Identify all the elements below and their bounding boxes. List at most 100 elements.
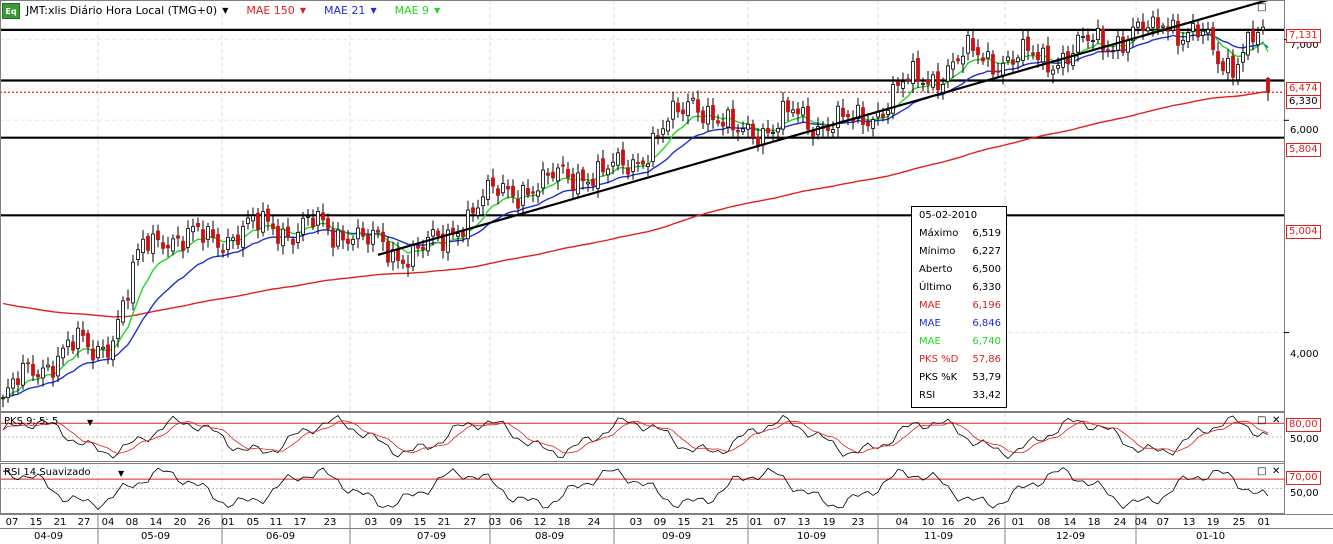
rsi-label[interactable]: RSI 14 Suavizado	[4, 467, 91, 478]
candle[interactable]	[606, 164, 610, 184]
candle[interactable]	[616, 147, 620, 171]
candle[interactable]	[56, 347, 60, 382]
mae9-legend[interactable]: MAE 9	[394, 3, 430, 17]
candle[interactable]	[1186, 28, 1190, 48]
candle[interactable]	[66, 331, 70, 356]
candle[interactable]	[296, 223, 300, 250]
candle[interactable]	[371, 221, 375, 252]
pks-close-icon[interactable]: ✕	[1272, 415, 1281, 426]
candle[interactable]	[1161, 22, 1165, 35]
candle[interactable]	[231, 234, 235, 249]
candle[interactable]	[161, 235, 165, 255]
candle[interactable]	[511, 179, 515, 203]
candle[interactable]	[536, 183, 540, 204]
candle[interactable]	[1111, 44, 1115, 59]
candle[interactable]	[1146, 20, 1150, 35]
candle[interactable]	[906, 73, 910, 85]
candle[interactable]	[151, 224, 155, 263]
candle[interactable]	[956, 54, 960, 65]
candle[interactable]	[1261, 19, 1265, 35]
candle[interactable]	[1066, 45, 1070, 73]
candle[interactable]	[261, 202, 265, 237]
candle[interactable]	[721, 113, 725, 136]
candle[interactable]	[971, 30, 975, 57]
mae21-dropdown-icon[interactable]: ▼	[370, 5, 377, 15]
candle[interactable]	[786, 96, 790, 122]
candle[interactable]	[581, 166, 585, 190]
candle[interactable]	[931, 71, 935, 91]
candle[interactable]	[286, 217, 290, 242]
candle[interactable]	[31, 355, 35, 382]
candle[interactable]	[1101, 25, 1105, 60]
candle[interactable]	[936, 62, 940, 99]
candle[interactable]	[776, 122, 780, 140]
candle[interactable]	[576, 163, 580, 198]
pks-maximize-icon[interactable]: □	[1257, 415, 1267, 426]
candle[interactable]	[636, 153, 640, 172]
candle[interactable]	[1076, 31, 1080, 62]
candle[interactable]	[976, 39, 980, 65]
candle[interactable]	[666, 117, 670, 136]
candle[interactable]	[456, 224, 460, 246]
candle[interactable]	[486, 174, 490, 206]
candle[interactable]	[806, 97, 810, 135]
candle[interactable]	[96, 340, 100, 362]
candle[interactable]	[1171, 13, 1175, 34]
candle[interactable]	[176, 226, 180, 247]
candle[interactable]	[131, 254, 135, 311]
candle[interactable]	[1091, 33, 1095, 51]
candle[interactable]	[921, 77, 925, 92]
candlestick-series[interactable]	[1, 8, 1270, 408]
candle[interactable]	[116, 310, 120, 348]
candle[interactable]	[441, 224, 445, 259]
candle[interactable]	[661, 119, 665, 143]
candle[interactable]	[756, 127, 760, 152]
candle[interactable]	[1036, 43, 1040, 69]
candle[interactable]	[281, 222, 285, 255]
candle[interactable]	[646, 155, 650, 177]
candle[interactable]	[761, 123, 765, 155]
candle[interactable]	[366, 229, 370, 253]
candle[interactable]	[766, 120, 770, 137]
mae150-legend[interactable]: MAE 150	[246, 3, 295, 17]
candle[interactable]	[436, 227, 440, 242]
candle[interactable]	[1256, 26, 1260, 53]
candle[interactable]	[876, 102, 880, 126]
candle[interactable]	[291, 236, 295, 254]
candle[interactable]	[6, 378, 10, 403]
candle[interactable]	[901, 72, 905, 98]
candle[interactable]	[891, 75, 895, 120]
candle[interactable]	[701, 106, 705, 130]
candle[interactable]	[1061, 45, 1065, 76]
candle[interactable]	[731, 100, 735, 137]
candle[interactable]	[1031, 45, 1035, 60]
candle[interactable]	[1196, 19, 1200, 41]
candle[interactable]	[1236, 57, 1240, 86]
candle[interactable]	[206, 222, 210, 248]
candle[interactable]	[491, 168, 495, 194]
candle[interactable]	[541, 161, 545, 195]
candle[interactable]	[621, 141, 625, 175]
candle[interactable]	[251, 207, 255, 229]
instrument-title[interactable]: JMT:xlis Diário Hora Local (TMG+0)	[26, 3, 218, 17]
candle[interactable]	[481, 189, 485, 216]
candle[interactable]	[1026, 30, 1030, 60]
candle[interactable]	[561, 156, 565, 174]
candle[interactable]	[91, 339, 95, 370]
candle[interactable]	[266, 204, 270, 231]
candle[interactable]	[671, 91, 675, 129]
candle[interactable]	[361, 221, 365, 241]
candle[interactable]	[681, 102, 685, 122]
candle[interactable]	[446, 223, 450, 261]
candle[interactable]	[551, 162, 555, 182]
candle[interactable]	[926, 70, 930, 94]
candle[interactable]	[391, 241, 395, 271]
candle[interactable]	[46, 357, 50, 372]
candle[interactable]	[226, 228, 230, 258]
candle[interactable]	[376, 226, 380, 239]
candle[interactable]	[41, 359, 45, 387]
candle[interactable]	[316, 206, 320, 235]
candle[interactable]	[1051, 65, 1055, 84]
candle[interactable]	[691, 93, 695, 105]
